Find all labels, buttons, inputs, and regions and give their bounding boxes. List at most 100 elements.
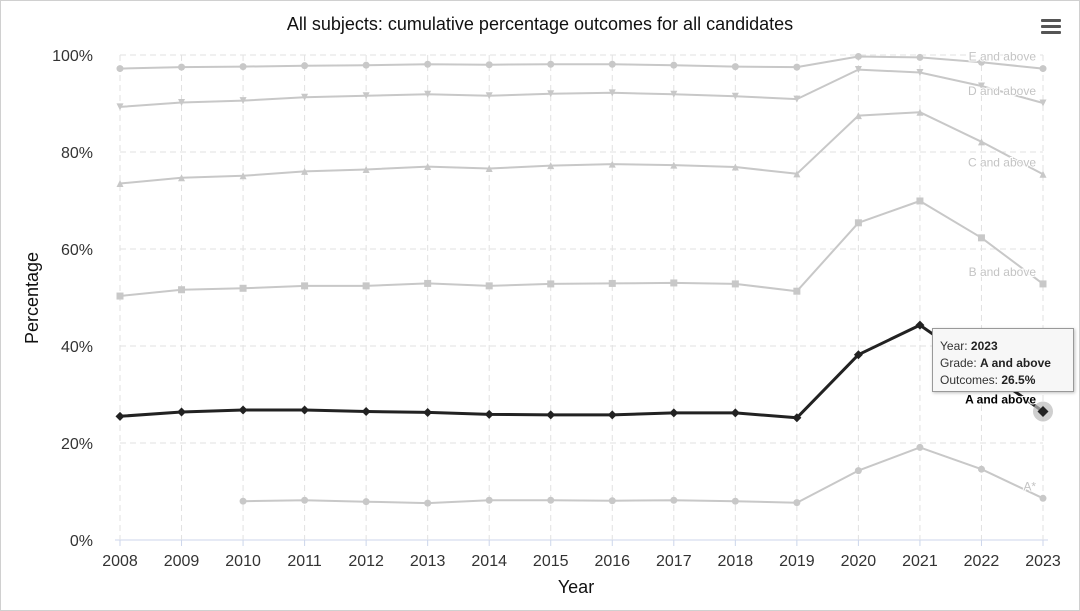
data-point xyxy=(608,60,616,68)
series-group xyxy=(115,52,1053,507)
data-point xyxy=(177,407,187,417)
data-point xyxy=(916,108,924,116)
data-point xyxy=(731,280,739,288)
data-point xyxy=(239,97,247,105)
y-tick-label: 20% xyxy=(61,436,93,453)
menu-bar xyxy=(1041,19,1061,22)
data-point xyxy=(547,280,555,288)
y-tick-label: 40% xyxy=(61,339,93,356)
y-tick-label: 80% xyxy=(61,145,93,162)
data-point xyxy=(792,413,802,423)
tooltip-year-label: Year: xyxy=(940,339,971,353)
series-line xyxy=(119,55,1044,70)
data-point xyxy=(116,103,124,111)
data-point xyxy=(793,170,801,178)
data-point xyxy=(300,405,310,415)
data-point xyxy=(362,498,370,506)
data-point xyxy=(485,282,493,290)
y-axis-ticks: 0% 20% 40% 60% 80% 100% xyxy=(52,48,93,550)
x-tick-label: 2022 xyxy=(964,553,1000,570)
data-point xyxy=(362,92,370,100)
hamburger-menu-icon[interactable] xyxy=(1041,19,1061,37)
data-point xyxy=(1039,99,1047,107)
data-point xyxy=(485,92,493,100)
data-point xyxy=(608,160,616,168)
data-point xyxy=(178,63,186,71)
x-tick-label: 2009 xyxy=(164,553,200,570)
x-axis-label: Year xyxy=(558,577,594,597)
data-point xyxy=(854,66,862,74)
x-tick-label: 2010 xyxy=(225,553,261,570)
data-point xyxy=(116,180,124,188)
x-tick-label: 2017 xyxy=(656,553,692,570)
data-point xyxy=(362,165,370,173)
chart-title: All subjects: cumulative percentage outc… xyxy=(287,14,793,34)
x-tick-label: 2013 xyxy=(410,553,446,570)
data-point xyxy=(916,68,924,76)
data-point xyxy=(485,61,493,69)
tooltip-outcome: Outcomes: 26.5% xyxy=(940,372,1073,389)
grid xyxy=(115,54,1048,546)
tooltip-grade-label: Grade: xyxy=(940,356,981,370)
data-point xyxy=(669,408,679,418)
data-point xyxy=(1037,405,1049,417)
series-line xyxy=(119,68,1044,108)
data-point xyxy=(547,162,555,170)
data-point xyxy=(362,61,370,69)
series-end-label: D and above xyxy=(968,84,1036,98)
data-point xyxy=(239,497,247,505)
data-point xyxy=(608,279,616,287)
series-end-label: C and above xyxy=(968,155,1036,169)
menu-bar xyxy=(1041,25,1061,28)
data-point xyxy=(793,499,801,507)
data-point xyxy=(485,496,493,504)
tooltip-year: Year: 2023 xyxy=(940,338,1073,355)
data-point xyxy=(670,279,678,287)
data-point xyxy=(854,112,862,120)
x-tick-label: 2012 xyxy=(348,553,384,570)
x-tick-label: 2011 xyxy=(287,553,322,570)
data-point xyxy=(670,496,678,504)
data-point xyxy=(547,496,555,504)
data-point xyxy=(670,61,678,69)
data-point xyxy=(301,282,309,290)
data-point xyxy=(731,92,739,100)
data-point xyxy=(977,58,985,66)
data-point xyxy=(547,90,555,98)
data-point xyxy=(608,89,616,97)
data-point xyxy=(793,63,801,71)
data-point xyxy=(424,499,432,507)
data-point xyxy=(301,167,309,175)
data-point xyxy=(547,60,555,68)
tooltip-grade-value: A and above xyxy=(980,356,1051,370)
y-tick-label: 60% xyxy=(61,242,93,259)
data-point xyxy=(424,163,432,171)
series-line xyxy=(119,200,1044,297)
x-tick-label: 2008 xyxy=(102,553,138,570)
data-point xyxy=(424,279,432,287)
data-point xyxy=(301,62,309,70)
data-point xyxy=(424,90,432,98)
tooltip-outcome-label: Outcomes: xyxy=(940,373,1002,387)
data-point xyxy=(977,465,985,473)
series-line xyxy=(119,111,1044,185)
data-point xyxy=(854,52,862,60)
y-tick-label: 100% xyxy=(52,48,93,65)
series-labels: E and above D and above C and above B and a… xyxy=(964,49,1037,495)
data-point xyxy=(178,174,186,182)
data-point xyxy=(1039,494,1047,502)
data-point xyxy=(731,163,739,171)
x-tick-label: 2023 xyxy=(1025,553,1061,570)
x-tick-label: 2016 xyxy=(594,553,630,570)
data-point xyxy=(915,320,925,330)
data-point xyxy=(1039,65,1047,73)
data-point xyxy=(239,63,247,71)
data-point xyxy=(853,350,863,360)
data-point xyxy=(977,138,985,146)
x-tick-label: 2020 xyxy=(841,553,877,570)
data-point xyxy=(916,197,924,205)
data-point xyxy=(178,286,186,294)
series-d-and-above xyxy=(116,66,1047,111)
data-point xyxy=(670,161,678,169)
